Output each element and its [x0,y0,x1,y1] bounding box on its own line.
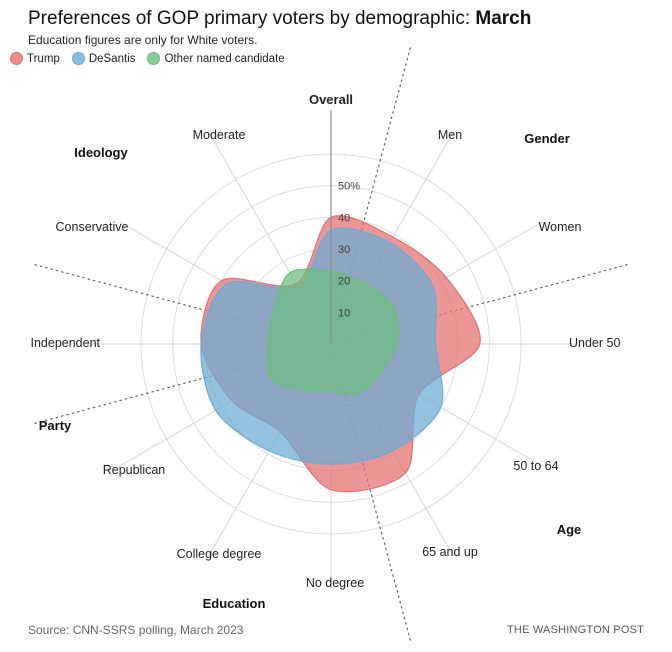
credit-line: THE WASHINGTON POST [507,624,645,636]
chart-subtitle: Education figures are only for White vot… [28,33,258,47]
group-label: Age [557,522,582,537]
axis-tick-label: 10 [338,307,350,319]
radar-series [200,215,481,493]
group-label: Gender [524,131,570,146]
legend-item-other: Other named candidate [147,52,285,65]
chart-title: Preferences of GOP primary voters by dem… [28,8,531,30]
category-label: Under 50 [569,336,620,350]
category-label: Independent [30,336,100,350]
category-label: Conservative [56,220,129,234]
group-label: Ideology [74,145,128,160]
title-month: March [475,8,532,29]
category-label: 65 and up [422,545,478,559]
group-label: Party [39,418,72,433]
category-label: Republican [103,463,166,477]
category-label: Women [539,220,582,234]
category-label: Moderate [193,128,246,142]
category-label: Men [438,128,462,142]
category-label: No degree [306,576,364,590]
legend-item-trump: Trump [10,52,60,65]
group-label: Education [203,596,266,611]
legend-label-other: Other named candidate [164,52,285,65]
legend-swatch-trump [10,52,23,65]
series-area-other [266,268,400,395]
radar-axis: 10 20 30 40 50% [330,110,360,344]
axis-tick-label: 50% [338,181,360,193]
radar-labels: Overall Men Women Under 50 50 to 64 65 and up… [30,92,620,611]
axis-tick-label: 30 [338,244,350,256]
category-label: 50 to 64 [513,459,558,473]
axis-tick-label: 40 [338,212,350,224]
legend-label-trump: Trump [27,52,60,65]
legend-swatch-other [147,52,161,65]
category-label: College degree [177,547,262,561]
title-prefix: Preferences of GOP primary voters by dem… [28,8,476,29]
axis-tick-label: 20 [338,276,350,288]
source-note: Source: CNN-SSRS polling, March 2023 [28,623,244,637]
legend-label-desantis: DeSantis [88,52,136,65]
chart-legend: Trump DeSantis Other named candidate [10,52,297,65]
legend-item-desantis: DeSantis [71,52,136,65]
legend-swatch-desantis [71,52,85,65]
category-label: Overall [309,92,353,107]
